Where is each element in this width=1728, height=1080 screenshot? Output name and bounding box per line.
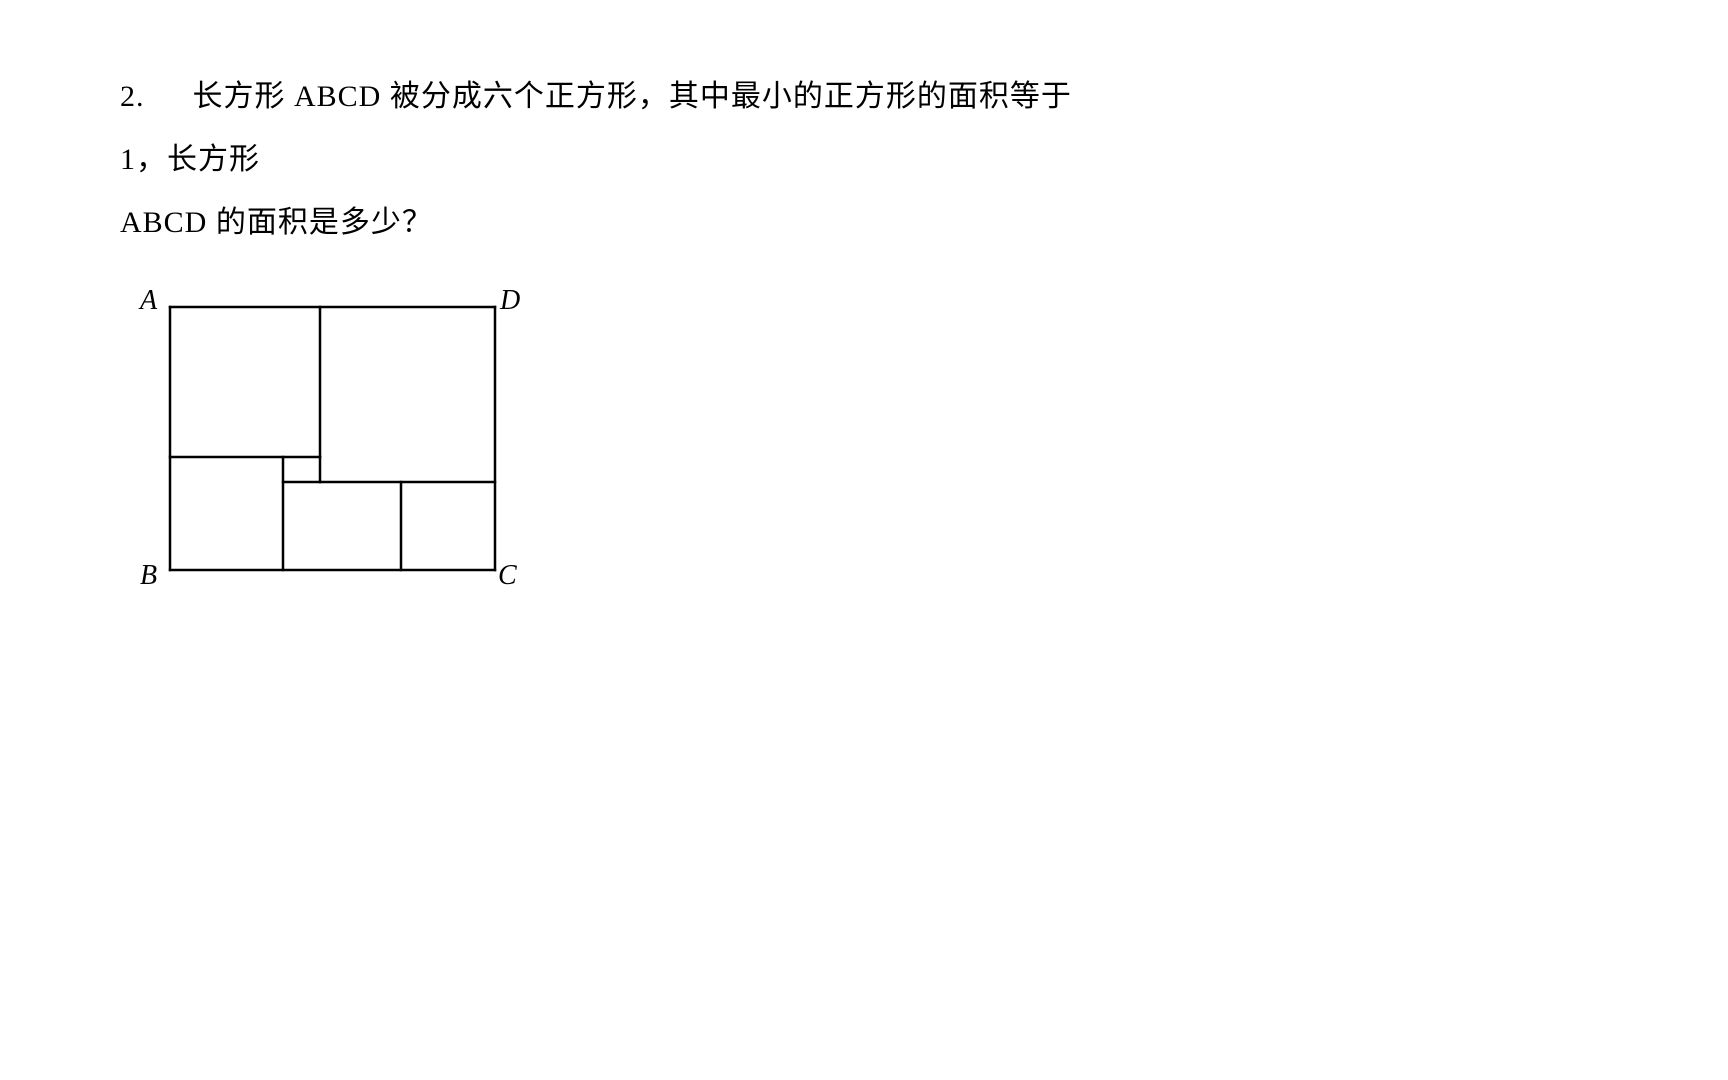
problem-spacer — [153, 80, 184, 113]
svg-text:C: C — [498, 560, 517, 591]
svg-text:A: A — [138, 285, 158, 316]
geometry-figure: A D B C — [130, 279, 1120, 599]
svg-text:B: B — [140, 560, 157, 591]
rectangle-squares-diagram: A D B C — [130, 279, 520, 599]
svg-text:D: D — [499, 285, 520, 316]
problem-statement: 2. 长方形 ABCD 被分成六个正方形，其中最小的正方形的面积等于 1，长方形… — [120, 65, 1120, 254]
problem-line2: ABCD 的面积是多少？ — [120, 206, 433, 239]
problem-number: 2. — [120, 80, 145, 113]
problem-line1: 长方形 ABCD 被分成六个正方形，其中最小的正方形的面积等于 1，长方形 — [120, 80, 1072, 176]
problem-content: 2. 长方形 ABCD 被分成六个正方形，其中最小的正方形的面积等于 1，长方形… — [120, 65, 1120, 599]
